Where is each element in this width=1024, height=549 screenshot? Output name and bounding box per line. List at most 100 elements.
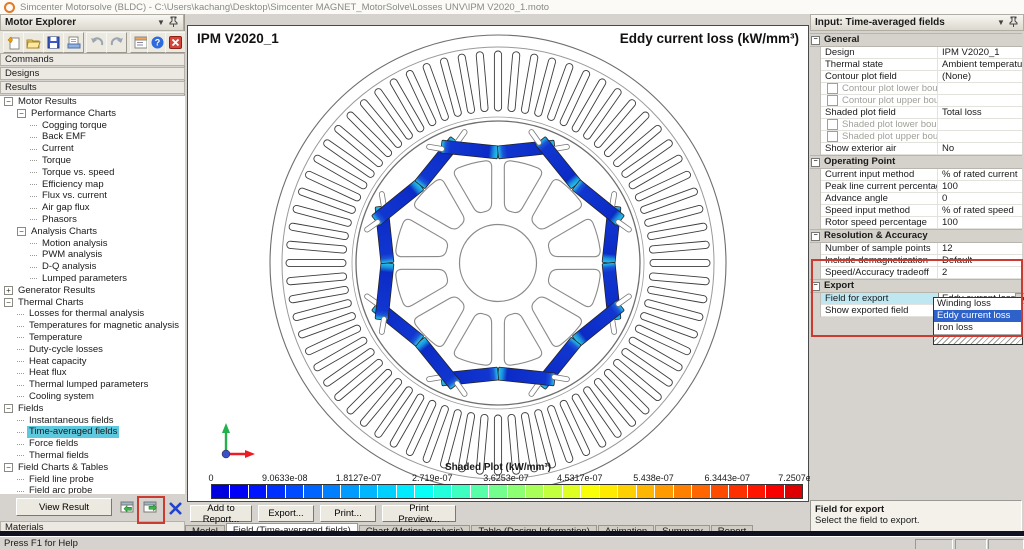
- tree-item-analysis-charts[interactable]: − Analysis Charts: [0, 226, 185, 238]
- view-result-button[interactable]: View Result: [16, 498, 112, 516]
- property-row-number-of-sample-points[interactable]: Number of sample points 12: [810, 243, 1022, 255]
- property-row-advance-angle[interactable]: Advance angle 0: [810, 193, 1022, 205]
- property-value[interactable]: Ambient temperature: [938, 59, 1022, 71]
- property-group-operating-point[interactable]: − Operating Point: [810, 155, 1022, 169]
- undo-icon[interactable]: [86, 32, 107, 53]
- tree-item-force-fields[interactable]: Force fields: [0, 438, 185, 450]
- property-group-export[interactable]: − Export: [810, 279, 1022, 293]
- dropdown-option-iron-loss[interactable]: Iron loss: [937, 322, 973, 333]
- property-row-contour-plot-lower-bound[interactable]: Contour plot lower bound: [810, 83, 1022, 95]
- tree-item-field-charts-tables[interactable]: − Field Charts & Tables: [0, 462, 185, 474]
- tree-item-torque-vs-speed[interactable]: Torque vs. speed: [0, 167, 185, 179]
- property-value[interactable]: Default: [938, 255, 1022, 267]
- checkbox[interactable]: [827, 131, 838, 142]
- collapse-icon[interactable]: −: [811, 158, 820, 167]
- tree-item-phasors[interactable]: Phasors: [0, 214, 185, 226]
- export-button[interactable]: Export...: [258, 505, 314, 522]
- tree-item-motor-results[interactable]: − Motor Results: [0, 96, 185, 108]
- property-group-resolution-accuracy[interactable]: − Resolution & Accuracy: [810, 229, 1022, 243]
- property-value[interactable]: (None): [938, 71, 1022, 83]
- properties-icon[interactable]: [130, 32, 151, 53]
- property-row-rotor-speed-percentage[interactable]: Rotor speed percentage 100: [810, 217, 1022, 229]
- property-row-current-input-method[interactable]: Current input method% of rated current: [810, 169, 1022, 181]
- tree-item-motion-analysis[interactable]: Motion analysis: [0, 238, 185, 250]
- property-group-general[interactable]: − General: [810, 33, 1022, 47]
- property-row-contour-plot-field[interactable]: Contour plot field (None): [810, 71, 1022, 83]
- checkbox[interactable]: [827, 95, 838, 106]
- tree-item-heat-flux[interactable]: Heat flux: [0, 367, 185, 379]
- property-value[interactable]: 100: [938, 217, 1022, 229]
- collapse-icon[interactable]: −: [811, 36, 820, 45]
- add-to-report-button[interactable]: Add to Report...: [190, 503, 252, 525]
- export-field-icon[interactable]: [141, 498, 161, 518]
- collapse-icon[interactable]: −: [4, 463, 13, 473]
- tree-item-thermal-charts[interactable]: − Thermal Charts: [0, 297, 185, 309]
- tree-item-thermal-fields[interactable]: Thermal fields: [0, 450, 185, 462]
- tree-item-field-arc-probe[interactable]: Field arc probe: [0, 485, 185, 495]
- tree-item-air-gap-flux[interactable]: Air gap flux: [0, 202, 185, 214]
- chevron-down-icon[interactable]: ▼: [997, 18, 1005, 27]
- collapse-icon[interactable]: −: [17, 109, 26, 119]
- collapse-icon[interactable]: −: [17, 227, 26, 237]
- tree-item-pwm-analysis[interactable]: PWM analysis: [0, 249, 185, 261]
- print-button[interactable]: Print...: [320, 505, 376, 522]
- tree-item-current[interactable]: Current: [0, 143, 185, 155]
- save-icon[interactable]: [43, 32, 64, 53]
- tree-item-flux-vs-current[interactable]: Flux vs. current: [0, 190, 185, 202]
- property-value[interactable]: [938, 83, 1022, 95]
- collapse-icon[interactable]: −: [4, 297, 13, 307]
- tree-item-cooling-system[interactable]: Cooling system: [0, 391, 185, 403]
- property-value[interactable]: No: [938, 143, 1022, 155]
- import-field-icon[interactable]: [116, 498, 136, 518]
- property-value[interactable]: 12: [938, 243, 1022, 255]
- checkbox[interactable]: [827, 83, 838, 94]
- checkbox[interactable]: [827, 119, 838, 130]
- collapse-icon[interactable]: −: [811, 282, 820, 291]
- open-icon[interactable]: [23, 32, 44, 53]
- tree-item-duty-cycle-losses[interactable]: Duty-cycle losses: [0, 344, 185, 356]
- export-page-icon[interactable]: [63, 32, 84, 53]
- property-row-speed-input-method[interactable]: Speed input method% of rated speed: [810, 205, 1022, 217]
- tree-item-losses-for-thermal-analysis[interactable]: Losses for thermal analysis: [0, 308, 185, 320]
- tree-item-d-q-analysis[interactable]: D-Q analysis: [0, 261, 185, 273]
- tree-item-torque[interactable]: Torque: [0, 155, 185, 167]
- collapse-icon[interactable]: −: [4, 97, 13, 107]
- pin-icon[interactable]: [167, 16, 179, 30]
- property-value[interactable]: [938, 131, 1022, 143]
- tree-item-temperatures-for-magnetic-analysis[interactable]: Temperatures for magnetic analysis: [0, 320, 185, 332]
- new-file-icon[interactable]: [3, 32, 24, 53]
- property-value[interactable]: [938, 95, 1022, 107]
- tree-item-field-line-probe[interactable]: Field line probe: [0, 474, 185, 486]
- close-icon[interactable]: [165, 32, 186, 53]
- tree-item-thermal-lumped-parameters[interactable]: Thermal lumped parameters: [0, 379, 185, 391]
- print-preview-button[interactable]: Print Preview...: [382, 503, 456, 525]
- tree-item-heat-capacity[interactable]: Heat capacity: [0, 356, 185, 368]
- tree-item-instantaneous-fields[interactable]: Instantaneous fields: [0, 415, 185, 427]
- property-row-peak-line-current-percentage[interactable]: Peak line current percentage 100: [810, 181, 1022, 193]
- property-value[interactable]: IPM V2020_1: [938, 47, 1022, 59]
- property-value[interactable]: 100: [938, 181, 1022, 193]
- pin-icon[interactable]: [1007, 16, 1019, 30]
- property-row-thermal-state[interactable]: Thermal state Ambient temperature: [810, 59, 1022, 71]
- property-value[interactable]: Total loss: [938, 107, 1022, 119]
- tree-item-temperature[interactable]: Temperature: [0, 332, 185, 344]
- dropdown-resize-grip[interactable]: [934, 334, 1022, 344]
- delete-result-icon[interactable]: [165, 498, 185, 518]
- property-value[interactable]: % of rated speed: [938, 205, 1022, 217]
- dropdown-option-eddy-current-loss[interactable]: Eddy current loss: [934, 310, 1022, 322]
- property-row-shaded-plot-field[interactable]: Shaded plot field Total loss: [810, 107, 1022, 119]
- expand-icon[interactable]: +: [4, 286, 13, 296]
- section-commands[interactable]: Commands: [0, 53, 185, 66]
- property-row-design[interactable]: Design IPM V2020_1: [810, 47, 1022, 59]
- tree-item-performance-charts[interactable]: − Performance Charts: [0, 108, 185, 120]
- collapse-icon[interactable]: −: [811, 232, 820, 241]
- property-value[interactable]: % of rated current: [938, 169, 1022, 181]
- property-row-shaded-plot-upper-bound[interactable]: Shaded plot upper bound: [810, 131, 1022, 143]
- tree-item-lumped-parameters[interactable]: Lumped parameters: [0, 273, 185, 285]
- property-value[interactable]: [938, 119, 1022, 131]
- property-row-include-demagnetization[interactable]: Include demagnetization Default: [810, 255, 1022, 267]
- redo-icon[interactable]: [106, 32, 127, 53]
- property-value[interactable]: 0: [938, 193, 1022, 205]
- tree-item-efficiency-map[interactable]: Efficiency map: [0, 179, 185, 191]
- tree-item-generator-results[interactable]: + Generator Results: [0, 285, 185, 297]
